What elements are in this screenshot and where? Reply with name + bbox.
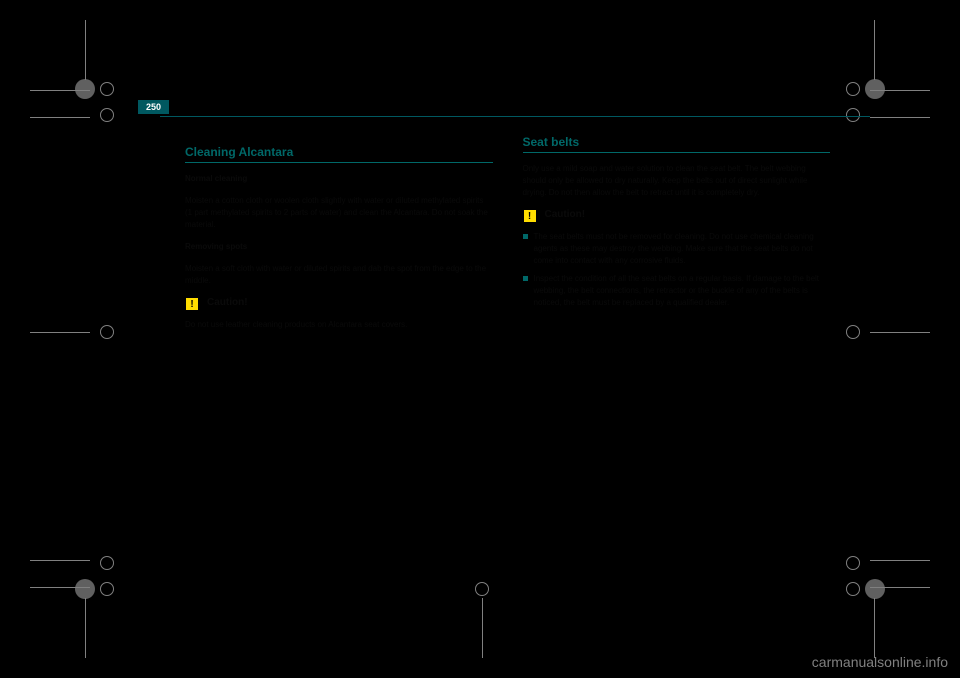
caution-box: ! Caution! xyxy=(185,297,493,311)
caution-text: Do not use leather cleaning products on … xyxy=(185,319,493,331)
registration-mark xyxy=(100,108,114,122)
registration-mark xyxy=(865,579,885,599)
registration-mark xyxy=(475,582,489,596)
crop-mark xyxy=(85,20,86,80)
page-content: Cleaning Alcantara Normal cleaning Moist… xyxy=(185,135,830,341)
registration-mark xyxy=(100,325,114,339)
bullet-text: The seat belts must not be removed for c… xyxy=(534,231,831,267)
left-column: Cleaning Alcantara Normal cleaning Moist… xyxy=(185,135,493,341)
caution-box: ! Caution! xyxy=(523,209,831,223)
caution-icon: ! xyxy=(185,297,199,311)
crop-mark xyxy=(30,332,90,333)
registration-mark xyxy=(75,579,95,599)
caution-label: Caution! xyxy=(545,209,586,220)
registration-mark xyxy=(100,556,114,570)
watermark: carmanualsonline.info xyxy=(812,654,948,670)
bullet-text: Inspect the condition of all the seat be… xyxy=(534,273,831,309)
crop-mark xyxy=(482,598,483,658)
right-column: Seat belts Only use a mild soap and wate… xyxy=(523,135,831,341)
crop-mark xyxy=(85,598,86,658)
registration-mark xyxy=(100,82,114,96)
crop-mark xyxy=(870,587,930,588)
registration-mark xyxy=(865,79,885,99)
crop-mark xyxy=(30,117,90,118)
crop-mark xyxy=(870,117,930,118)
section-title-alcantara: Cleaning Alcantara xyxy=(185,145,493,163)
registration-mark xyxy=(75,79,95,99)
crop-mark xyxy=(870,560,930,561)
registration-mark xyxy=(846,556,860,570)
caution-icon: ! xyxy=(523,209,537,223)
crop-mark xyxy=(874,20,875,80)
registration-mark xyxy=(846,108,860,122)
crop-mark xyxy=(30,90,90,91)
body-paragraph: Moisten a cotton cloth or woolen cloth s… xyxy=(185,195,493,231)
crop-mark xyxy=(30,560,90,561)
body-paragraph: Moisten a soft cloth with water or dilut… xyxy=(185,263,493,287)
page-number: 250 xyxy=(138,100,169,114)
registration-mark xyxy=(100,582,114,596)
bullet-item: The seat belts must not be removed for c… xyxy=(523,231,831,267)
registration-mark xyxy=(846,582,860,596)
crop-mark xyxy=(30,587,90,588)
header-divider xyxy=(160,116,870,117)
body-paragraph: Only use a mild soap and water solution … xyxy=(523,163,831,199)
subheading: Removing spots xyxy=(185,241,493,253)
bullet-item: Inspect the condition of all the seat be… xyxy=(523,273,831,309)
bullet-icon xyxy=(523,234,528,239)
registration-mark xyxy=(846,82,860,96)
crop-mark xyxy=(874,598,875,658)
caution-label: Caution! xyxy=(207,297,248,308)
registration-mark xyxy=(846,325,860,339)
crop-mark xyxy=(870,90,930,91)
section-title-seatbelts: Seat belts xyxy=(523,135,831,153)
crop-mark xyxy=(870,332,930,333)
bullet-icon xyxy=(523,276,528,281)
subheading: Normal cleaning xyxy=(185,173,493,185)
